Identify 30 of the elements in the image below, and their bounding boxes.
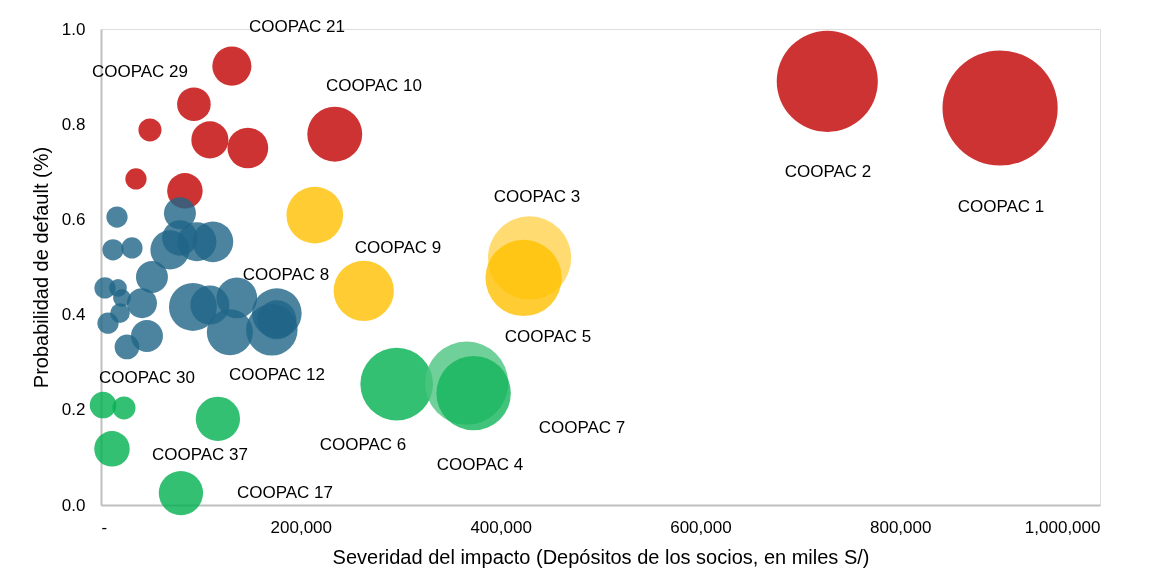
annotation: COOPAC 1 <box>957 197 1045 216</box>
y-tick-label: 0.2 <box>61 400 86 420</box>
annotation: COOPAC 3 <box>493 187 581 206</box>
annotation: COOPAC 21 <box>248 17 346 36</box>
x-tick-label: 1,000,000 <box>1024 517 1101 537</box>
annotation: COOPAC 30 <box>98 368 196 387</box>
x-tick-label: 600,000 <box>670 517 732 537</box>
annotation: COOPAC 7 <box>538 418 626 437</box>
y-tick-label: 0.0 <box>61 495 86 515</box>
x-tick-label: - <box>101 517 108 537</box>
annotation: COOPAC 6 <box>319 435 407 454</box>
y-axis-title: Probabilidad de default (%) <box>29 146 52 389</box>
x-tick-label: 800,000 <box>869 517 932 537</box>
annotation: COOPAC 10 <box>325 76 423 95</box>
x-tick-label: 400,000 <box>470 517 532 537</box>
annotation: COOPAC 9 <box>354 238 442 257</box>
annotation: COOPAC 8 <box>242 265 330 284</box>
y-tick-label: 0.4 <box>61 305 86 325</box>
y-tick-label: 0.8 <box>61 114 86 134</box>
annotation: COOPAC 12 <box>228 365 326 384</box>
x-axis-title: Severidad del impacto (Depósitos de los socios, en miles S/) <box>332 545 870 568</box>
annotation: COOPAC 5 <box>504 327 592 346</box>
y-tick-label: 0.6 <box>61 209 86 229</box>
y-tick-label: 1.0 <box>61 19 86 39</box>
x-tick-label: 200,000 <box>270 517 333 537</box>
annotation: COOPAC 29 <box>91 62 189 81</box>
annotation: COOPAC 37 <box>151 445 249 464</box>
annotation: COOPAC 4 <box>436 455 524 474</box>
annotation: COOPAC 17 <box>236 483 334 502</box>
annotation: COOPAC 2 <box>784 162 872 181</box>
